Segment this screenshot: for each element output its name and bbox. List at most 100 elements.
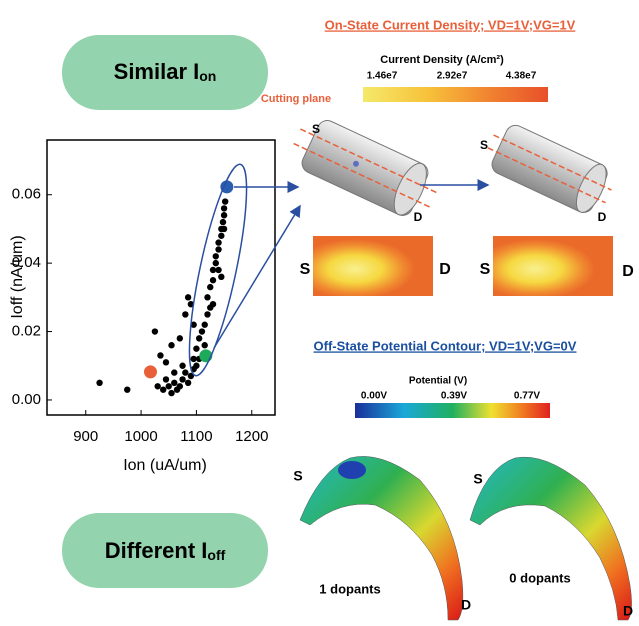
colorbar <box>363 87 548 102</box>
data-point <box>157 352 164 359</box>
data-point <box>154 383 161 390</box>
device-cylinder <box>487 124 612 213</box>
data-point <box>182 311 189 318</box>
colorbar-label: 2.92e7 <box>437 71 468 82</box>
scatter-plot: 900 1000 1100 1200 0.00 0.02 0.04 0.06 <box>12 180 268 445</box>
drain-label: D <box>623 603 633 619</box>
data-point <box>176 383 184 390</box>
data-point <box>162 376 170 383</box>
data-point <box>209 277 217 284</box>
different-label: Different Ioff <box>105 538 226 563</box>
data-point <box>168 342 175 349</box>
data-point <box>215 266 222 274</box>
data-point <box>198 328 206 335</box>
highlight-ellipse <box>188 163 248 377</box>
data-point <box>219 218 227 226</box>
data-point <box>190 355 197 363</box>
data-point <box>187 372 195 380</box>
source-label: S <box>300 261 311 278</box>
source-label: S <box>480 261 491 278</box>
data-point <box>218 232 225 239</box>
data-point <box>193 362 200 369</box>
data-point <box>176 335 184 342</box>
data-point <box>220 205 228 212</box>
data-point <box>184 294 192 301</box>
source-label: S <box>293 468 302 484</box>
data-point <box>168 389 175 397</box>
data-point <box>184 379 192 387</box>
data-point <box>165 383 172 390</box>
data-point <box>187 300 195 308</box>
data-point <box>207 283 214 291</box>
colorbar-title: Potential (V) <box>409 376 467 387</box>
data-point <box>220 212 228 219</box>
label-pill <box>62 35 268 110</box>
data-point <box>160 386 167 393</box>
y-tick-label: 0.02 <box>12 323 41 340</box>
source-label: S <box>473 471 482 487</box>
data-point <box>215 239 222 246</box>
colorbar-title: Current Density (A/cm²) <box>380 54 504 66</box>
colorbar <box>355 403 550 418</box>
y-tick-label: 0.00 <box>12 391 41 408</box>
y-axis-label: Ioff (nA/um) <box>9 235 26 318</box>
data-point <box>182 369 189 376</box>
colorbar-label: 0.77V <box>514 391 540 402</box>
data-point <box>179 376 186 383</box>
x-tick-label: 1000 <box>124 428 157 445</box>
x-tick-label: 1100 <box>180 428 212 445</box>
x-tick-label: 900 <box>73 428 98 445</box>
colorbar-label: 1.46e7 <box>367 71 398 82</box>
drain-label: D <box>439 261 451 278</box>
drain-label: D <box>461 597 471 613</box>
data-point <box>195 335 203 342</box>
colorbar-label: 0.00V <box>361 391 387 402</box>
data-point <box>204 311 211 318</box>
heatmap <box>493 236 613 296</box>
x-axis-label: Ion (uA/um) <box>123 457 207 474</box>
potential-surface <box>469 456 632 621</box>
data-point <box>221 198 229 205</box>
data-point <box>201 342 208 349</box>
drain-label: D <box>414 210 423 224</box>
data-point <box>212 259 219 267</box>
data-point <box>162 359 170 366</box>
y-tick-label: 0.06 <box>12 186 41 203</box>
source-label: S <box>480 138 488 152</box>
drain-label: D <box>598 210 607 224</box>
data-point <box>124 386 131 393</box>
caption: 0 dopants <box>509 570 570 585</box>
device-cylinder <box>293 120 437 216</box>
data-point <box>209 266 217 274</box>
label-pill <box>62 513 268 588</box>
data-point <box>220 225 228 233</box>
data-point <box>220 180 234 194</box>
heatmap <box>313 236 433 296</box>
data-point <box>190 321 197 328</box>
data-point <box>96 379 103 387</box>
data-point <box>179 362 186 369</box>
data-point <box>171 379 178 387</box>
on-state-title: On-State Current Density; VD=1V;VG=1V <box>325 17 576 32</box>
potential-surface <box>299 456 464 621</box>
similar-label: Similar Ion <box>114 59 217 84</box>
cutting-plane-label: Cutting plane <box>261 93 331 105</box>
data-point <box>215 246 222 253</box>
data-point <box>193 345 200 352</box>
data-point <box>218 273 225 281</box>
colorbar-label: 0.39V <box>441 391 467 402</box>
off-state-title: Off-State Potential Contour; VD=1V;VG=0V <box>314 338 577 353</box>
dopant-dip <box>338 461 366 479</box>
caption: 1 dopants <box>319 581 380 596</box>
data-point <box>201 321 208 328</box>
colorbar-label: 4.38e7 <box>506 71 537 82</box>
drain-label: D <box>622 263 634 280</box>
data-point <box>151 328 159 335</box>
x-tick-label: 1200 <box>235 428 268 445</box>
plot-frame <box>46 139 276 416</box>
data-point <box>171 369 178 376</box>
data-point <box>209 300 217 308</box>
y-tick-label: 0.04 <box>12 254 41 271</box>
data-point <box>143 365 157 379</box>
